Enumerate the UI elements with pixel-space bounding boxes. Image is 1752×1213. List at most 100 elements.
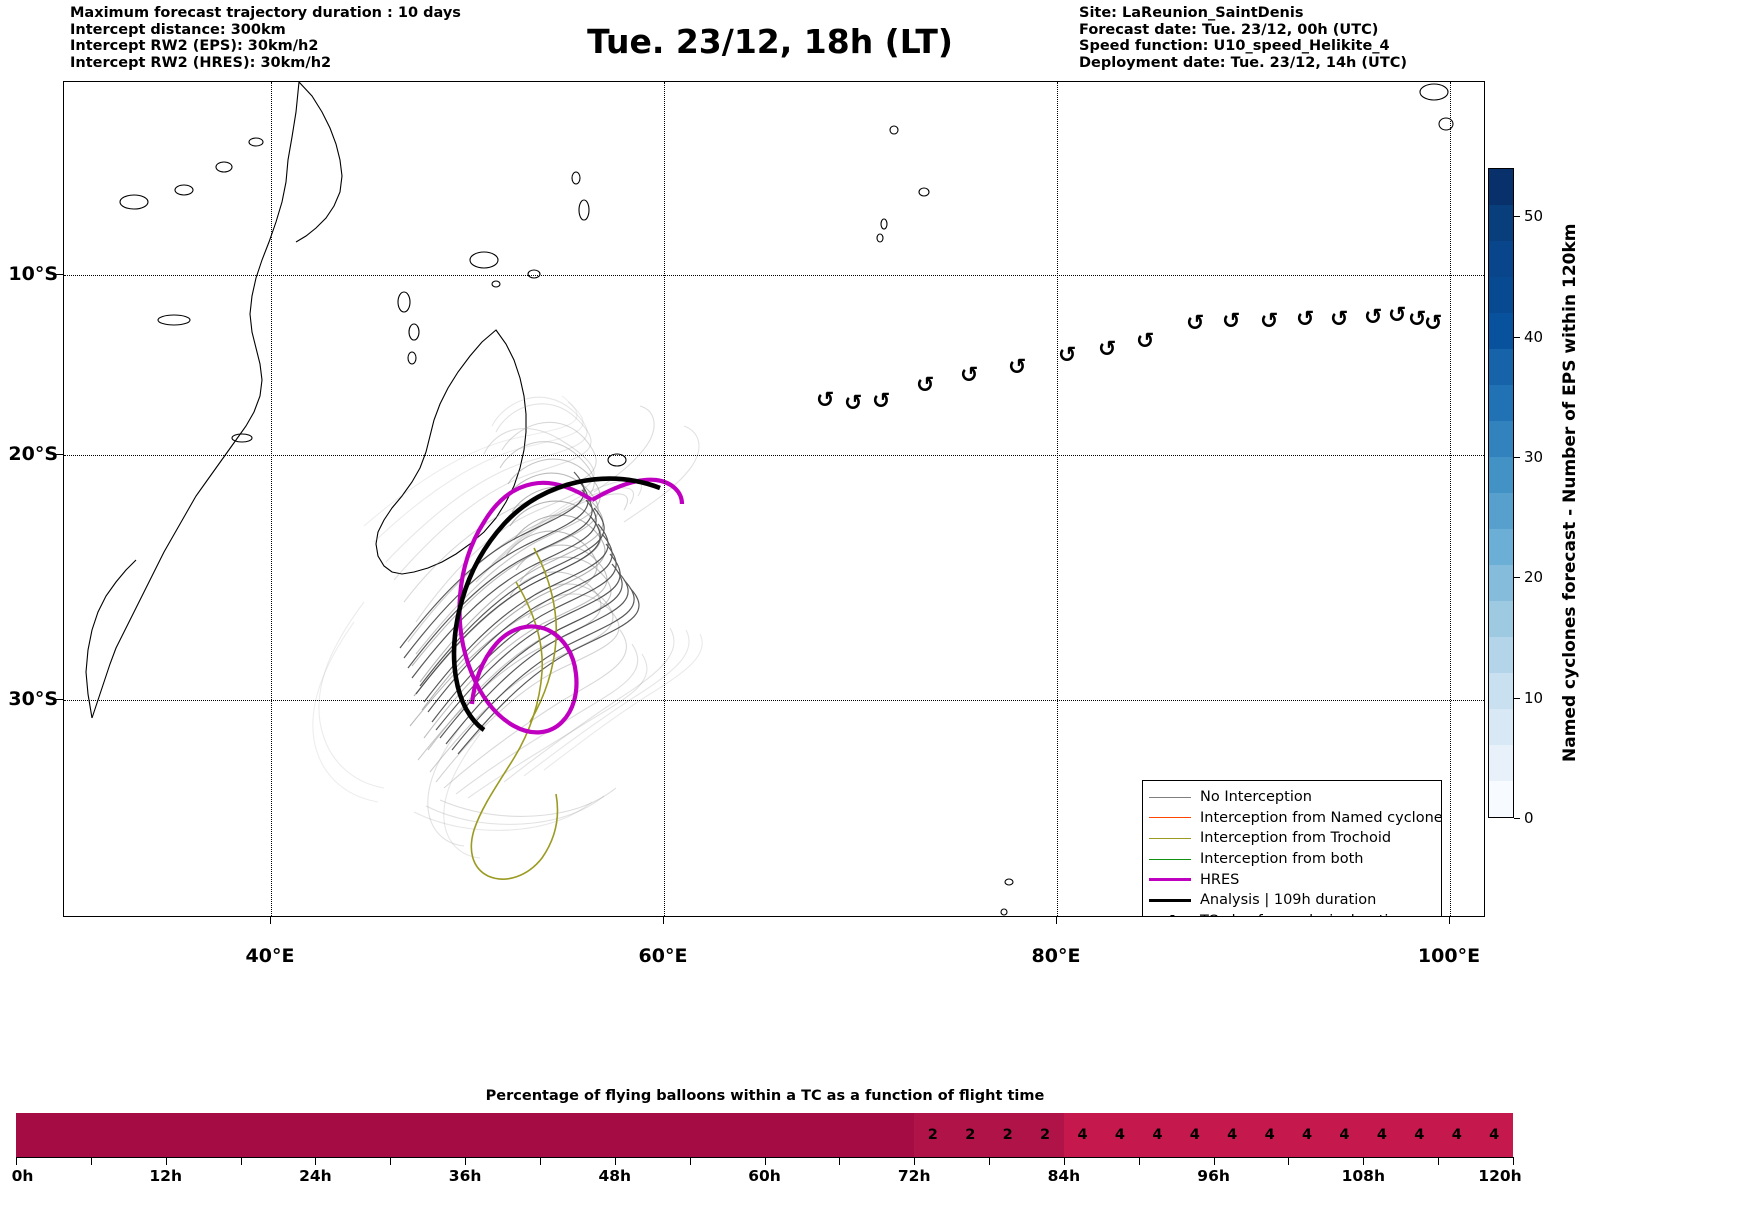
percentage-cell[interactable]: 2 <box>914 1113 952 1157</box>
axis-label-30S: 30°S <box>8 688 58 710</box>
legend-row: Analysis | 109h duration <box>1149 890 1433 911</box>
coastlines <box>85 82 1454 916</box>
svg-text:↺: ↺ <box>844 391 862 416</box>
svg-text:↺: ↺ <box>960 363 978 388</box>
tick-100E <box>1449 917 1450 924</box>
page-title-wrap: Tue. 23/12, 18h (LT) <box>440 22 1100 61</box>
legend-swatch-trochoid <box>1149 837 1191 839</box>
gridline-30S <box>64 700 1484 701</box>
percentage-cell[interactable] <box>165 1113 241 1157</box>
percentage-cell[interactable] <box>689 1113 765 1157</box>
legend-row: ↺ TC obs. for analysis duration <box>1149 911 1433 916</box>
trochoid-interception-trajectories <box>470 547 559 880</box>
header-left-line-4: Intercept RW2 (HRES): 30km/h2 <box>70 54 332 71</box>
colorbar-tick-label: 20 <box>1524 568 1544 587</box>
header-forecast-date: Forecast date: Tue. 23/12, 00h (UTC) <box>1079 21 1379 38</box>
legend-swatch-analysis <box>1149 898 1191 902</box>
tc-observation-markers: ↺ ↺ ↺↺ ↺ ↺ ↺ ↺ ↺↺ ↺ ↺ ↺ ↺ ↺ ↺ ↺↺ <box>816 303 1442 416</box>
percentage-axis-label: 120h <box>1478 1167 1522 1185</box>
percentage-cell[interactable]: 4 <box>1138 1113 1177 1157</box>
percentage-axis-tick <box>465 1157 467 1165</box>
header-left-block: Maximum forecast trajectory duration : 1… <box>70 5 461 71</box>
tick-80E <box>1056 917 1057 924</box>
analysis-track <box>451 476 661 732</box>
percentage-axis-label: 48h <box>598 1167 632 1185</box>
header-site: Site: LaReunion_SaintDenis <box>1079 5 1304 21</box>
percentage-cell[interactable] <box>240 1113 316 1157</box>
percentage-cell[interactable]: 4 <box>1213 1113 1251 1157</box>
percentage-cell[interactable]: 4 <box>1176 1113 1214 1157</box>
svg-text:↺: ↺ <box>1388 303 1406 328</box>
axis-label-100E: 100°E <box>1417 945 1481 967</box>
percentage-cell[interactable] <box>764 1113 840 1157</box>
percentage-axis-label: 72h <box>897 1167 931 1185</box>
legend-label-tc-obs: TC obs. for analysis duration <box>1200 913 1406 916</box>
percentage-cell[interactable] <box>390 1113 466 1157</box>
forecast-map[interactable]: ↺ ↺ ↺ ↺ ↺ ↺ ↺ ↺ ↺ ↺ ↺ ↺ ↺ ↺ ↺ ↺ ↺ ↺ No Intercepti… <box>63 81 1485 917</box>
percentage-cell[interactable]: 4 <box>1363 1113 1401 1157</box>
percentage-cell[interactable] <box>614 1113 690 1157</box>
legend-label-no-interception: No Interception <box>1200 789 1312 806</box>
header-left-line-2: Intercept distance: 300km <box>70 21 286 38</box>
percentage-axis-minor-tick <box>1138 1157 1140 1165</box>
colorbar-tick-label: 50 <box>1524 207 1544 226</box>
percentage-cell[interactable] <box>16 1113 91 1157</box>
percentage-axis-tick <box>914 1157 916 1165</box>
svg-text:↺: ↺ <box>1364 305 1382 330</box>
percentage-cell[interactable]: 4 <box>1438 1113 1476 1157</box>
gridline-60E <box>664 82 665 916</box>
map-legend: No Interception Interception from Named … <box>1142 780 1443 916</box>
percentage-cell[interactable]: 4 <box>1101 1113 1139 1157</box>
percentage-cell[interactable] <box>465 1113 540 1157</box>
percentage-cell[interactable]: 4 <box>1475 1113 1513 1157</box>
percentage-cell[interactable]: 4 <box>1250 1113 1289 1157</box>
svg-text:↺: ↺ <box>872 389 890 414</box>
percentage-cell[interactable]: 4 <box>1288 1113 1326 1157</box>
percentage-cell[interactable]: 2 <box>1026 1113 1064 1157</box>
colorbar-tick-label: 10 <box>1524 688 1544 707</box>
percentage-axis-tick <box>614 1157 616 1165</box>
legend-row: HRES <box>1149 869 1433 890</box>
header-left-line-1: Maximum forecast trajectory duration : 1… <box>70 5 461 21</box>
map-canvas: ↺ ↺ ↺↺ ↺ ↺ ↺ ↺ ↺↺ ↺ ↺ ↺ ↺ ↺ ↺ ↺↺ <box>85 82 1454 916</box>
tick-40E <box>270 917 271 924</box>
colorbar-tick-label: 30 <box>1524 447 1544 466</box>
tick-60E <box>663 917 664 924</box>
percentage-axis-minor-tick <box>1438 1157 1440 1165</box>
percentage-cell[interactable] <box>315 1113 391 1157</box>
percentage-axis-tick <box>1063 1157 1065 1165</box>
legend-swatch-no-interception <box>1149 796 1191 798</box>
percentage-cell[interactable]: 2 <box>988 1113 1027 1157</box>
percentage-cell[interactable]: 4 <box>1325 1113 1364 1157</box>
page-title: Tue. 23/12, 18h (LT) <box>587 22 953 61</box>
percentage-cell[interactable]: 2 <box>951 1113 989 1157</box>
legend-label-hres: HRES <box>1200 871 1240 888</box>
colorbar <box>1488 168 1514 818</box>
percentage-cell[interactable]: 4 <box>1400 1113 1439 1157</box>
axis-label-10S: 10°S <box>8 263 58 285</box>
legend-row: Interception from Trochoid <box>1149 828 1433 849</box>
percentage-axis-label: 0h <box>11 1167 34 1185</box>
percentage-cell[interactable] <box>839 1113 915 1157</box>
percentage-axis-minor-tick <box>989 1157 991 1165</box>
tick-30S <box>56 699 63 700</box>
colorbar-tickmark <box>1514 456 1520 458</box>
percentage-axis-label: 12h <box>149 1167 182 1185</box>
svg-text:↺: ↺ <box>1424 311 1442 336</box>
svg-text:↺: ↺ <box>1408 307 1426 332</box>
percentage-axis-minor-tick <box>539 1157 541 1165</box>
svg-text:↺: ↺ <box>1296 307 1314 332</box>
svg-text:↺: ↺ <box>1260 309 1278 334</box>
legend-swatch-hres <box>1149 878 1191 882</box>
percentage-cell[interactable]: 4 <box>1063 1113 1102 1157</box>
gridline-100E <box>1450 82 1451 916</box>
svg-text:↺: ↺ <box>1058 343 1076 368</box>
header-speed-function: Speed function: U10_speed_Helikite_4 <box>1079 38 1390 54</box>
legend-swatch-named-cyclone <box>1149 817 1191 819</box>
percentage-axis-label: 96h <box>1197 1167 1230 1185</box>
axis-label-60E: 60°E <box>638 945 688 967</box>
percentage-cell[interactable] <box>539 1113 615 1157</box>
colorbar-tickmark <box>1514 336 1520 338</box>
percentage-cell[interactable] <box>90 1113 166 1157</box>
